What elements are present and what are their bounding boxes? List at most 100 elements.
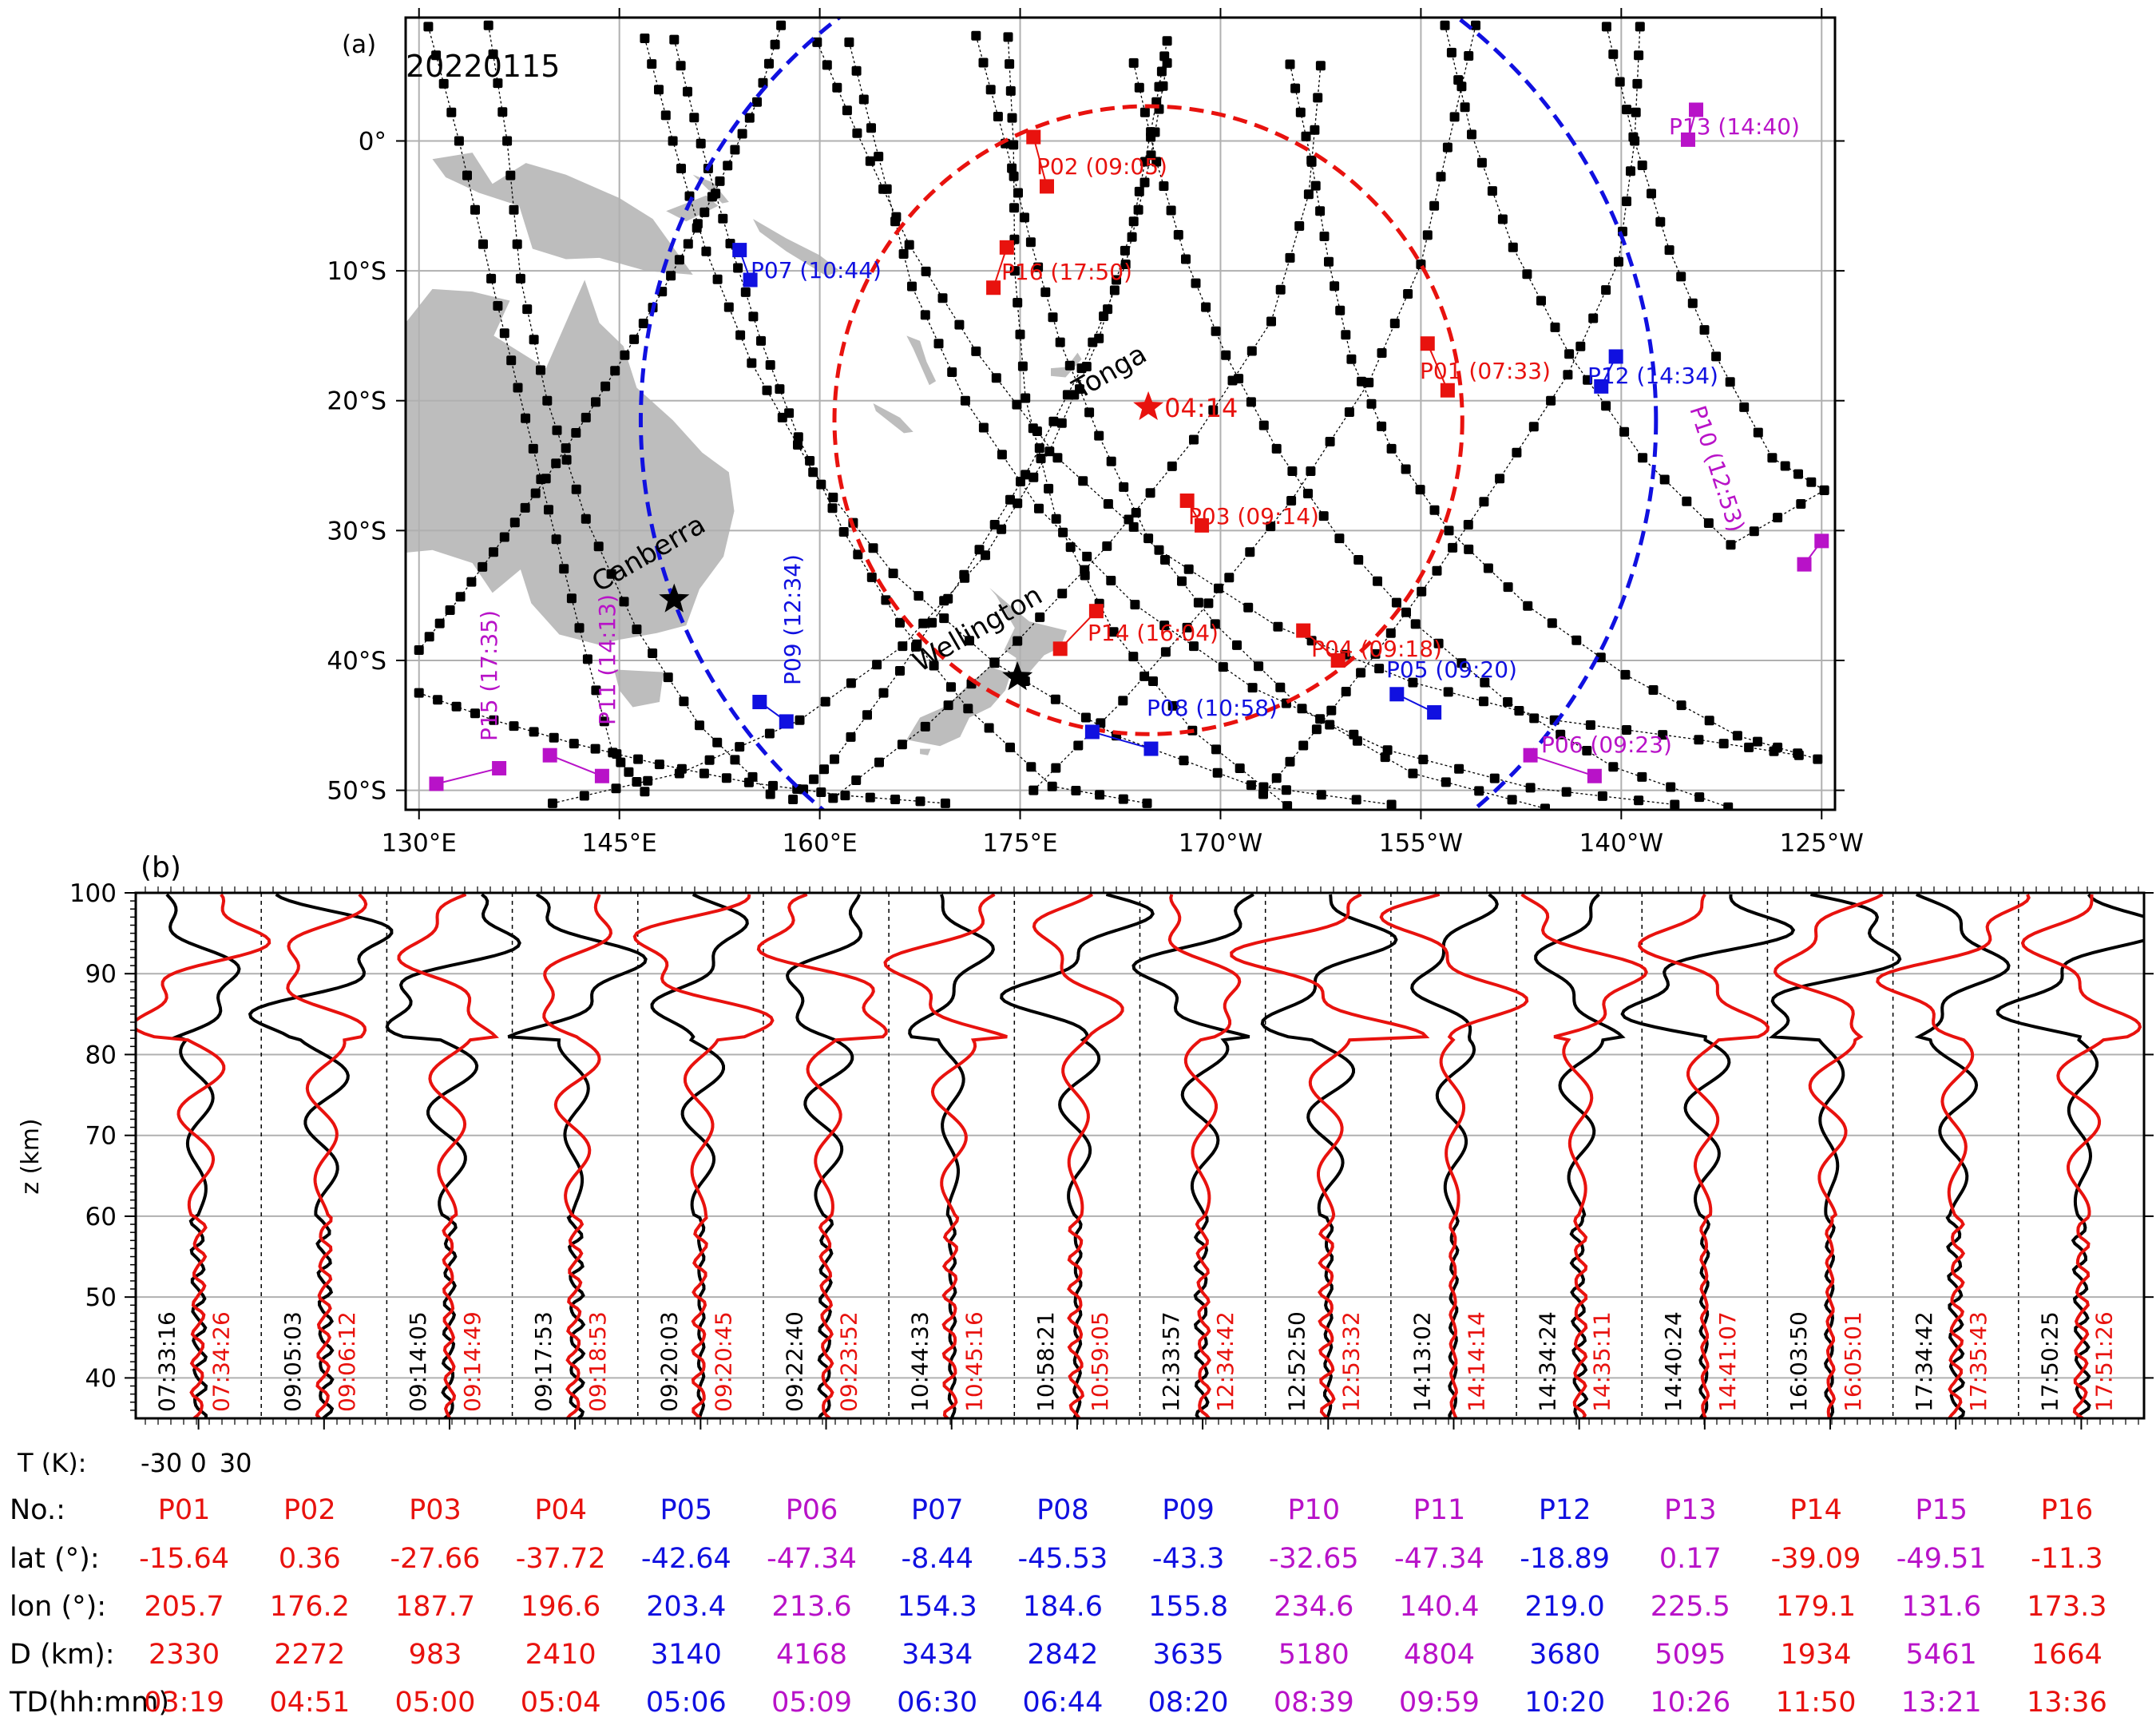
track-point [828,793,838,803]
table-cell-td: 08:39 [1274,1687,1354,1719]
table-cell-lon: 187.7 [395,1591,475,1623]
profile-time-black-P06: 09:22:40 [782,1311,808,1412]
track-point [611,783,621,794]
track-point [1021,393,1031,403]
track-point [466,577,477,587]
track-point [718,213,728,224]
track-point [921,266,931,276]
track-point [445,605,455,615]
track-point [1631,107,1641,117]
track-point [1258,420,1269,430]
track-point [1224,573,1235,583]
marker-label-P13: P13 (14:40) [1669,113,1800,140]
profile-time-black-P09: 12:33:57 [1158,1311,1184,1412]
track-point [1377,348,1387,358]
track-point [1055,337,1065,347]
land-new-guinea [432,153,693,275]
track-point [424,632,434,642]
marker-P06 [1523,748,1538,763]
track-point [832,82,842,93]
track-point [1306,636,1317,646]
track-point [1048,312,1058,323]
track-point [1112,275,1121,285]
track-point [1106,576,1116,585]
track-point [1422,230,1433,240]
track-point [478,239,488,249]
track-point [1189,434,1199,445]
map-xtick-label: 170°W [1179,829,1262,858]
track-point [939,613,949,624]
track-point [1294,221,1305,231]
table-cell-lon: 225.5 [1651,1591,1730,1623]
track-point [1134,82,1144,93]
track-point [1020,212,1029,223]
map-panel: P01 (07:33) P02 (09:05) P03 (09:14) P04 (09… [327,8,1864,858]
track-point [582,654,593,664]
track-point [765,789,775,799]
profile-time-labels: 07:33:16 07:34:26 09:05:03 09:06:12 09:14:05… [154,1311,2118,1412]
land-nz-south-island [906,667,1011,747]
track-point [1285,756,1295,767]
track-point [1208,405,1219,415]
track-point [1146,150,1156,161]
track-point [1335,305,1346,315]
track-point [1177,576,1187,586]
track-point [590,744,600,754]
track-point [1109,285,1120,295]
track-point [619,597,629,607]
track-point [819,764,829,775]
table-cell-no: P09 [1162,1494,1215,1526]
track-point [1128,58,1139,68]
track-point [1588,313,1599,323]
land-stewart-island [920,748,931,755]
track-point [1401,464,1411,474]
distance-circles [639,18,1659,810]
profile-red-P14 [1773,893,1884,1418]
track-point [1033,262,1044,272]
track-point [1356,668,1366,678]
track-point [1005,494,1015,505]
site-star-canberra [659,583,690,613]
site-time-tonga: 04:14 [1164,393,1238,423]
track-point [1601,22,1611,32]
track-point [669,34,680,45]
track-point [1440,20,1450,30]
profile-red-P04 [542,894,613,1418]
profile-ytick-label: 60 [85,1203,117,1231]
map-axis-ticks: 130°E 145°E 160°E 175°E 170°W 155°W 140°W 125°W… [327,8,1864,858]
track-point [1319,232,1330,241]
track-point [1408,768,1418,779]
track-point [624,767,634,777]
profile-red-P06 [756,893,888,1418]
track-point [830,754,839,764]
track-point [499,328,509,339]
track-point [1366,399,1377,409]
map-ytick-label: 50°S [327,777,386,806]
track-point [1550,322,1560,332]
track-point [1597,791,1607,801]
track-point [1634,50,1644,61]
profile-time-red-P02: 09:06:12 [334,1311,360,1412]
track-point [730,755,740,765]
table-cell-no: P02 [283,1494,336,1526]
table-cell-d: 3140 [651,1639,722,1671]
track-point [1585,720,1595,730]
track-point [828,492,838,502]
profile-gridlines [136,892,2144,1418]
track-point [1699,325,1710,335]
track-point [918,618,929,629]
track-point [1128,652,1139,662]
map-xtick-label: 130°E [382,829,457,858]
track-point [1282,801,1293,810]
track-point [1189,641,1199,652]
track-point [1075,384,1084,395]
track-point [679,696,689,707]
table-cell-td: 05:00 [395,1687,476,1719]
track-point [1271,773,1282,783]
track-point [971,30,981,41]
track-point [579,791,589,801]
track-point [1637,161,1647,170]
profile-red-P16 [2020,894,2142,1418]
track-point [1614,256,1623,267]
table-cell-td: 11:50 [1776,1687,1857,1719]
